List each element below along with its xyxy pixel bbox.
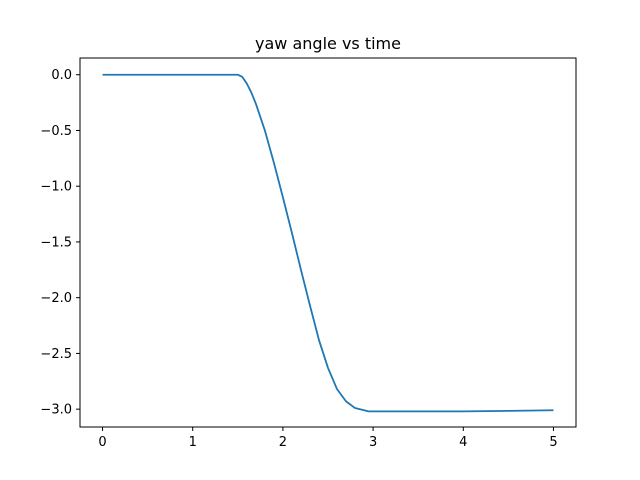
x-tick-label: 3 [369,435,377,450]
x-tick-label: 4 [459,435,467,450]
plot-area [102,73,554,413]
chart-title: yaw angle vs time [255,34,401,53]
y-tick-label: −2.5 [40,347,72,362]
y-tick-label: −2.0 [40,291,72,306]
series-line-0 [102,73,554,413]
y-tick-label: −0.5 [40,124,72,139]
plot-frame [79,57,577,428]
y-tick-label: −1.5 [40,235,72,250]
x-tick-label: 2 [279,435,287,450]
x-tick-label: 5 [549,435,557,450]
y-tick-label: −1.0 [40,180,72,195]
x-axis: 0 1 2 3 4 5 [98,427,558,450]
y-axis: 0.0 −0.5 −1.0 −1.5 −2.0 −2.5 −3.0 [40,68,80,418]
x-tick-label: 0 [98,435,106,450]
x-tick-label: 1 [189,435,197,450]
y-tick-label: −3.0 [40,403,72,418]
y-tick-label: 0.0 [51,68,72,83]
